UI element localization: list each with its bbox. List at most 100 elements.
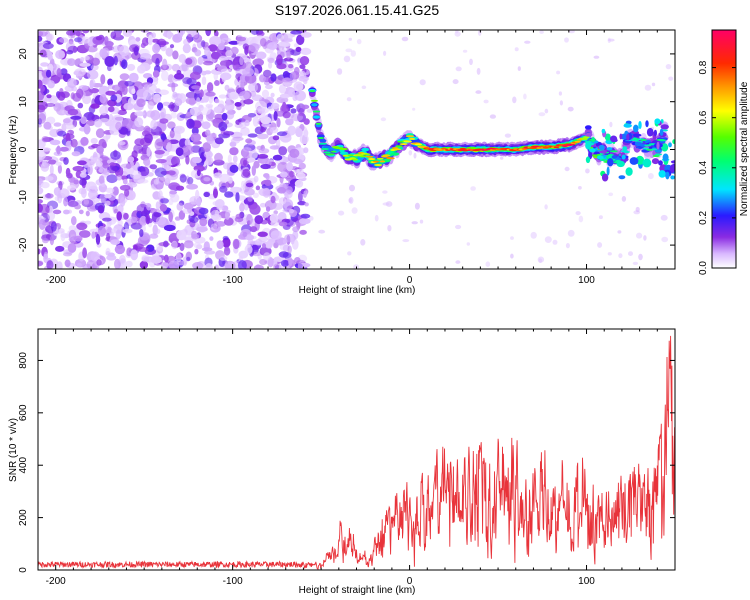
noise-cell [46,260,54,269]
noise-cell [252,192,259,198]
noise-cell [218,55,228,61]
noise-cell [380,117,387,122]
noise-cell [356,39,362,45]
ridge-cell [361,147,370,152]
noise-cell [113,189,119,196]
noise-cell [42,237,49,244]
noise-cell [222,235,229,241]
ridge-cell [319,139,327,143]
noise-cell [82,247,87,259]
ridge-cell [654,118,661,125]
ridge-cell [622,146,628,151]
noise-cell [202,96,209,103]
noise-cell [185,111,192,117]
noise-cell [125,163,132,170]
noise-cell [101,182,106,188]
noise-cell [558,91,563,96]
noise-cell [289,148,300,158]
noise-cell [66,30,76,36]
noise-cell [144,133,153,144]
noise-cell [171,81,176,93]
ridge-cell [629,157,639,165]
noise-cell [278,221,288,227]
noise-cell [38,219,46,230]
spectrogram-x-ticks: -200 -100 0 100 [37,30,676,286]
noise-cell [607,252,612,256]
noise-cell [50,221,57,232]
noise-cell [71,151,81,157]
noise-cell [638,253,643,261]
noise-cell [218,121,228,132]
figure-title: S197.2026.061.15.41.G25 [275,2,439,18]
noise-cell [191,85,201,90]
noise-cell [65,132,71,144]
noise-cell [235,213,242,220]
ridge-cell [585,141,592,150]
noise-cell [530,231,537,239]
noise-cell [500,156,504,160]
noise-cell [67,77,77,89]
noise-cell [260,163,271,170]
ridge-cell [642,147,649,150]
noise-cell [165,47,174,57]
noise-cell [106,174,118,184]
noise-cell [455,260,461,264]
noise-cell [343,55,351,63]
noise-cell [38,199,43,204]
noise-cell [668,76,674,81]
noise-cell [159,176,166,183]
noise-cell [169,190,178,195]
ridge-cell [634,141,643,147]
noise-cell [146,203,152,211]
noise-cell [402,239,410,243]
noise-cell [265,84,273,90]
noise-cell [56,145,61,155]
noise-cell [303,190,308,196]
noise-cell [147,34,153,46]
ridge-cell [359,155,367,158]
noise-cell [223,246,231,256]
noise-cell [269,126,279,134]
noise-cell [304,202,309,207]
noise-cell [293,158,303,165]
ridge-cell [644,144,652,147]
noise-cell [154,150,165,155]
noise-cell [523,93,527,100]
colorbar-frame [711,29,737,269]
ridge-cell [574,140,581,143]
noise-cell [651,82,656,87]
noise-cell [182,144,194,155]
noise-cell [194,49,202,57]
noise-cell [88,189,98,200]
ridge-cell [580,137,588,140]
noise-cell [161,70,169,81]
noise-cell [170,111,177,119]
noise-cell [351,207,358,214]
noise-cell [67,200,79,207]
noise-cell [290,234,295,245]
noise-cell [290,30,303,35]
ridge-cell [312,115,321,119]
noise-cell [517,66,521,71]
noise-cell [419,79,426,86]
noise-cell [56,261,63,269]
noise-cell [129,170,142,180]
ridge-cell [405,135,415,138]
noise-cell [299,218,311,225]
noise-cell [232,155,238,163]
noise-cell [80,116,87,124]
x-tick-label: 0 [407,275,413,286]
ridge-cell [606,147,613,151]
ridge-cell [645,120,649,128]
noise-cell [159,118,169,124]
noise-cell [264,179,272,186]
noise-cell [59,146,69,152]
noise-cell [261,183,274,190]
noise-cell [162,101,171,106]
noise-cell [239,186,246,194]
noise-cell [70,138,78,148]
noise-cell [121,85,128,96]
ridge-cell [368,158,376,160]
noise-cell [259,74,266,83]
ridge-cell [606,166,610,176]
